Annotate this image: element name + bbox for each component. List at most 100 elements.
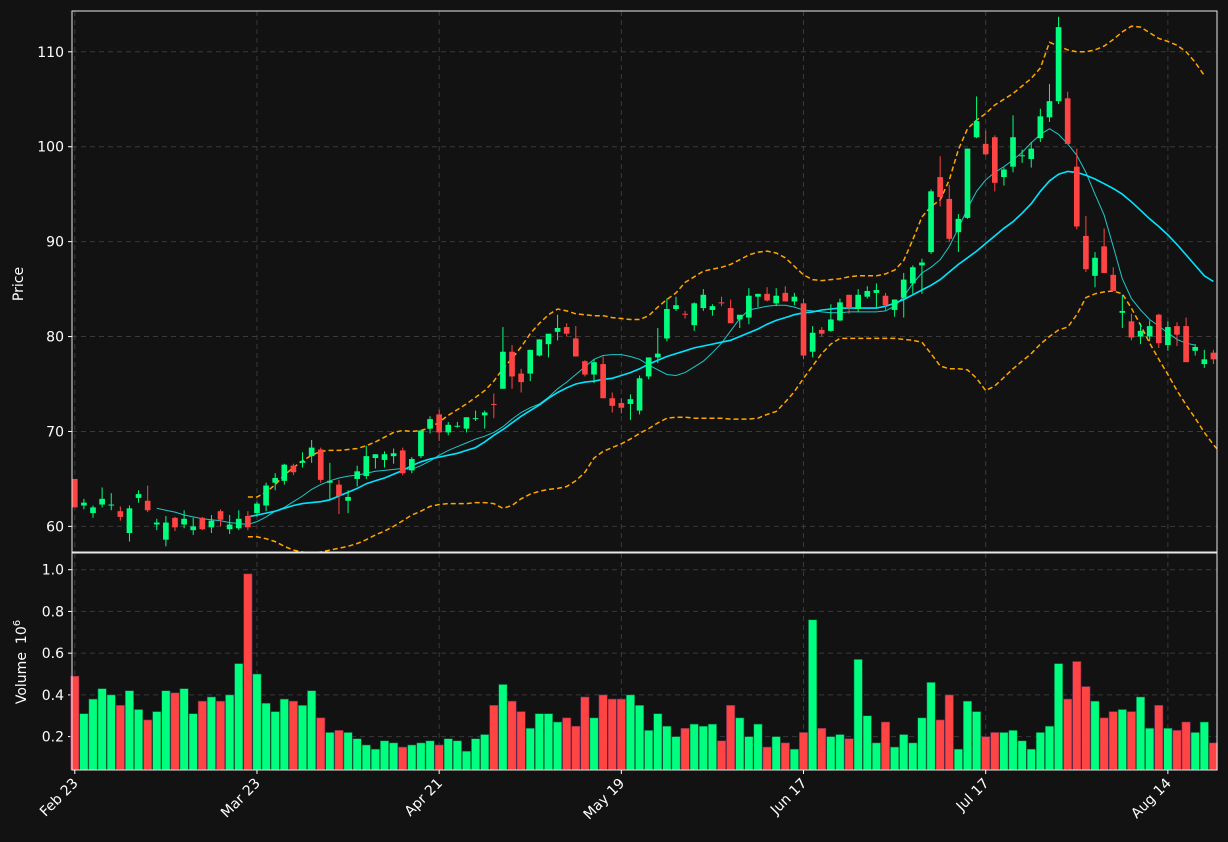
candle-body-up [345, 496, 351, 501]
candle-body-down [509, 351, 515, 377]
volume-bar-up [871, 742, 881, 771]
volume-bar-up [106, 694, 116, 771]
candle-body-down [1174, 326, 1180, 335]
candle-body-up [1028, 148, 1035, 160]
candle-body-up [418, 430, 424, 457]
volume-bar-up [443, 738, 453, 771]
candle-body-down [1155, 314, 1162, 344]
candle-body-up [190, 526, 197, 531]
volume-bar-down [616, 698, 626, 771]
volume-bar-up [234, 663, 244, 771]
volume-bar-up [380, 740, 389, 771]
volume-bar-up [407, 744, 417, 771]
candle-body-up [709, 306, 716, 310]
volume-bar-up [161, 690, 171, 771]
candle-body-down [199, 517, 206, 530]
volume-bar-up [972, 711, 982, 771]
candle-body-down [1064, 98, 1071, 144]
volume-bar-down [1063, 698, 1073, 771]
candle-body-up [354, 471, 361, 479]
candle-body-up [809, 332, 816, 352]
candle-body-up [837, 302, 843, 321]
candle-body-up [873, 290, 880, 293]
volume-bar-up [662, 725, 672, 771]
candle-body-down [1110, 274, 1117, 291]
volume-bar-up [134, 709, 144, 771]
volume-bar-up [343, 732, 353, 771]
candle-body-up [654, 353, 661, 358]
candle-body-down [937, 177, 943, 198]
volume-bar-up [826, 736, 836, 771]
volume-tick-label: 0.2 [42, 730, 64, 746]
candle-body-up [99, 498, 105, 505]
volume-axis-label-exponent: 6 [12, 620, 23, 626]
upper-band-line [247, 25, 1205, 498]
price-tick-label: 80 [46, 330, 64, 346]
candle-body-up [746, 295, 752, 318]
candle-body-up [381, 454, 388, 460]
volume-bar-up [1117, 709, 1127, 771]
price-panel: 60 70 80 90 100 110 [37, 10, 1218, 553]
candle-body-down [245, 515, 251, 528]
candle-body-up [81, 502, 87, 506]
long-moving-average-line [247, 170, 1214, 518]
price-plot-area [72, 16, 1217, 552]
candle-body-down [1073, 166, 1080, 227]
candle-body-down [882, 295, 889, 306]
candle-body-up [90, 507, 96, 514]
volume-bar-up [953, 748, 963, 771]
candle-body-up [700, 294, 707, 309]
volume-bar-up [88, 698, 98, 771]
candle-body-down [144, 500, 151, 511]
volume-bar-up [498, 684, 508, 771]
volume-bar-down [680, 727, 690, 771]
volume-bar-down [762, 746, 772, 771]
candle-body-down [609, 398, 616, 406]
volume-bar-down [598, 694, 608, 771]
volume-bar-up [698, 725, 708, 771]
volume-bar-down [143, 719, 153, 771]
volume-bar-up [999, 732, 1009, 771]
candle-body-up [1119, 310, 1126, 313]
volume-bar-up [789, 748, 799, 771]
volume-bar-up [261, 702, 271, 771]
volume-tick-label: 0.8 [42, 604, 64, 620]
candle-body-down [317, 449, 324, 480]
volume-bar-up [589, 717, 599, 771]
volume-bar-down [170, 692, 180, 771]
candle-body-up [919, 262, 925, 266]
candle-body-up [1092, 257, 1098, 276]
volume-bar-down [944, 694, 954, 771]
volume-bar-up [452, 740, 462, 771]
volume-bar-up [534, 713, 544, 771]
candle-body-up [481, 412, 488, 416]
volume-bar-down [288, 700, 298, 771]
volume-bar-up [735, 717, 745, 771]
volume-bar-up [853, 659, 863, 771]
volume-bar-down [197, 700, 207, 771]
volume-bar-up [352, 738, 362, 771]
candle-body-up [755, 293, 761, 297]
volume-bar-down [1126, 711, 1136, 771]
candle-body-down [117, 511, 124, 517]
candle-body-up [1165, 327, 1171, 346]
candle-body-up [1010, 137, 1016, 167]
volume-bar-up [689, 723, 699, 771]
candle-body-down [718, 302, 725, 304]
volume-bar-up [206, 696, 216, 771]
volume-tick-label: 0.6 [42, 646, 64, 662]
volume-bar-down [990, 732, 1000, 771]
volume-bar-up [644, 730, 654, 771]
volume-bar-up [543, 713, 553, 771]
volume-bar-down [607, 698, 617, 771]
volume-bar-down [434, 744, 444, 771]
volume-bar-up [1199, 721, 1209, 771]
candle-body-up [773, 295, 780, 304]
candle-body-down [399, 450, 406, 474]
volume-bar-up [1017, 740, 1027, 771]
candle-body-up [445, 424, 452, 433]
candle-body-up [226, 524, 233, 530]
candle-body-down [782, 292, 789, 302]
price-tick-label: 110 [37, 45, 64, 61]
volume-bar-up [525, 727, 535, 771]
